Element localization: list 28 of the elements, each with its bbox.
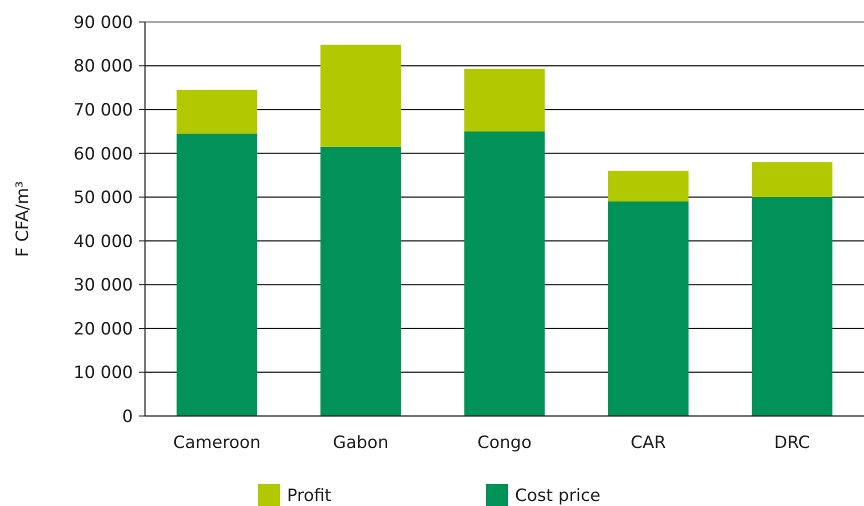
y-tick-label: 90 000 [74, 12, 133, 33]
bar [608, 201, 689, 416]
bar [320, 146, 401, 416]
y-axis-title: F CFA/m³ [13, 180, 33, 258]
bar [320, 44, 401, 147]
bar [176, 134, 258, 416]
bar [752, 197, 832, 416]
legend-label: Profit [287, 486, 332, 506]
y-tick-label: 30 000 [74, 276, 133, 296]
bar [464, 131, 545, 416]
x-tick-label: Congo [477, 433, 532, 453]
y-tick-label: 60 000 [74, 144, 133, 164]
y-tick-label: 70 000 [74, 100, 133, 121]
x-tick-label: DRC [774, 433, 810, 453]
bar [752, 162, 832, 198]
y-tick-label: 20 000 [74, 319, 133, 340]
y-tick-label: 10 000 [74, 363, 133, 384]
bar [464, 68, 545, 132]
bar [608, 170, 689, 202]
y-tick-label: 50 000 [74, 188, 133, 208]
y-tick-label: 80 000 [74, 56, 133, 77]
x-tick-label: Gabon [332, 433, 388, 453]
bar [176, 90, 258, 134]
y-tick-label: 40 000 [74, 232, 133, 252]
y-tick-label: 0 [122, 406, 133, 427]
x-tick-label: Cameroon [173, 433, 261, 453]
legend-label: Cost price [515, 486, 601, 506]
x-tick-label: CAR [630, 433, 666, 453]
